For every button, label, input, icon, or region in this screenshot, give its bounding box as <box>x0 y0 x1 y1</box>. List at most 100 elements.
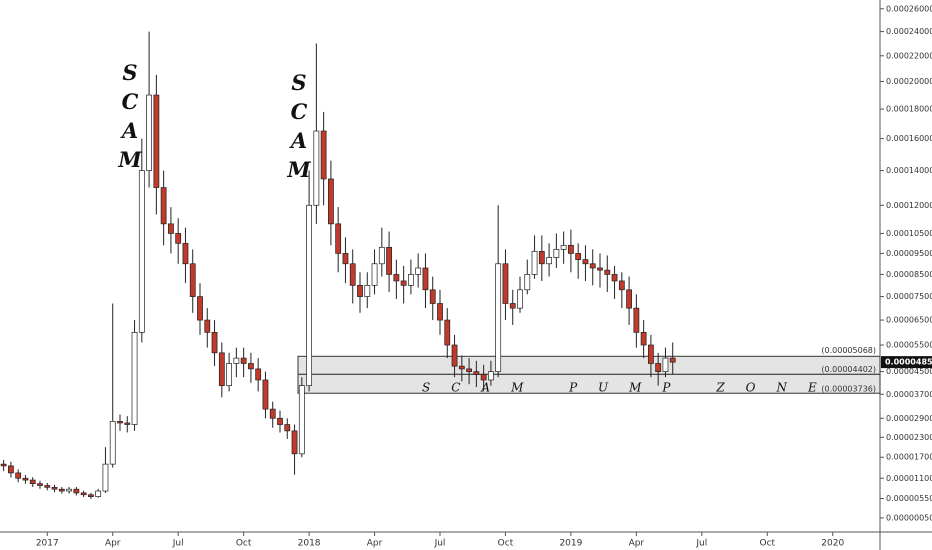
candle-body <box>15 472 22 479</box>
candle-body <box>0 463 7 467</box>
y-tick-label: 0.00003700 <box>886 390 932 399</box>
candle-body <box>240 357 247 364</box>
x-tick-label: Jul <box>172 539 184 549</box>
candle-body <box>444 319 451 346</box>
candle-body <box>189 263 196 297</box>
candle-body <box>568 244 574 254</box>
candle-body <box>58 488 65 492</box>
y-tick-label: 0.00018000 <box>886 105 932 114</box>
y-tick-label: 0.00001100 <box>886 474 932 483</box>
y-tick-label: 0.00004500 <box>886 367 932 376</box>
x-tick-label: 2019 <box>559 539 582 549</box>
candle-body <box>182 242 189 265</box>
candle-body <box>37 483 43 486</box>
candle-body <box>611 274 618 282</box>
candle-body <box>284 424 291 432</box>
candle-body <box>328 178 334 225</box>
y-tick-label: 0.00001700 <box>886 453 932 462</box>
x-tick-label: 2018 <box>298 539 321 549</box>
candle-body <box>175 233 182 244</box>
candle-body <box>575 253 582 260</box>
candle-body <box>349 263 356 286</box>
candle-body <box>458 365 465 370</box>
candle-body <box>262 379 269 410</box>
candle-body <box>640 332 647 346</box>
candle-body <box>226 363 232 386</box>
y-tick-label: 0.00009500 <box>886 249 932 258</box>
candle-body <box>502 263 509 304</box>
level-label: (0.00003736) <box>821 385 876 394</box>
x-tick-label: Oct <box>236 539 252 549</box>
candle-body <box>117 421 123 424</box>
candle-body <box>546 257 552 265</box>
y-tick-label: 0.00014000 <box>886 166 932 175</box>
y-tick-label: 0.00016000 <box>886 134 932 143</box>
candle-body <box>517 289 523 309</box>
candle-body <box>269 408 276 419</box>
candle-body <box>44 485 51 488</box>
candle-body <box>29 479 36 485</box>
y-tick-label: 0.00000550 <box>886 494 932 503</box>
zone-box <box>297 355 881 375</box>
candle-body <box>22 477 29 481</box>
y-tick-label: 0.00012000 <box>886 201 932 210</box>
candle-body <box>277 417 283 425</box>
candle-body <box>138 170 145 333</box>
candle-body <box>437 303 443 321</box>
x-tick-label: Apr <box>367 539 383 549</box>
candle-body <box>378 246 385 265</box>
candle-body <box>662 357 669 372</box>
y-tick-label: 0.00002900 <box>886 414 932 423</box>
y-tick-label: 0.00020000 <box>886 77 932 86</box>
candle-body <box>66 488 72 492</box>
candle-body <box>589 263 596 269</box>
candle-body <box>51 486 58 490</box>
y-tick-label: 0.00022000 <box>886 51 932 60</box>
candle-body <box>218 352 225 386</box>
y-tick-label: 0.00002300 <box>886 433 932 442</box>
candle-body <box>124 422 131 425</box>
y-tick-label: 0.00000050 <box>886 513 932 522</box>
candle-body <box>320 130 327 180</box>
x-tick-label: Oct <box>759 539 775 549</box>
candle-body <box>408 274 414 286</box>
candle-body <box>131 332 138 425</box>
candle-body <box>197 296 203 321</box>
y-tick-label: 0.00024000 <box>886 27 932 36</box>
candle-body <box>560 244 567 250</box>
candle-body <box>102 463 109 492</box>
candle-body <box>531 251 538 275</box>
x-tick-label: Jul <box>434 539 446 549</box>
annotation: SCAM PUMP ZONE <box>422 381 838 395</box>
candle-body <box>669 357 676 363</box>
annotation: SCAM <box>117 60 142 176</box>
candle-body <box>160 187 167 225</box>
candle-body <box>153 94 160 188</box>
candle-body <box>415 267 422 275</box>
candle-body <box>597 267 603 271</box>
candle-body <box>473 371 480 375</box>
x-tick-label: Apr <box>105 539 121 549</box>
candle-body <box>648 344 654 364</box>
candle-body <box>480 374 487 381</box>
candle-body <box>618 280 625 291</box>
candle-body <box>8 465 14 474</box>
candle-body <box>386 246 392 275</box>
last-price-label: 0.00004850 <box>885 358 932 367</box>
candle-body <box>655 363 662 372</box>
y-tick-label: 0.00008500 <box>886 270 932 279</box>
candle-body <box>80 492 87 496</box>
x-tick-label: Jul <box>695 539 707 549</box>
candle-body <box>168 223 174 234</box>
candle-body <box>626 289 632 309</box>
candle-body <box>248 363 254 370</box>
x-tick-label: 2017 <box>36 539 59 549</box>
candle-body <box>342 253 349 265</box>
candle-body <box>400 280 407 286</box>
candle-body <box>146 94 152 171</box>
candle-body <box>204 319 211 333</box>
candle-body <box>582 259 589 265</box>
candle-body <box>298 385 305 455</box>
